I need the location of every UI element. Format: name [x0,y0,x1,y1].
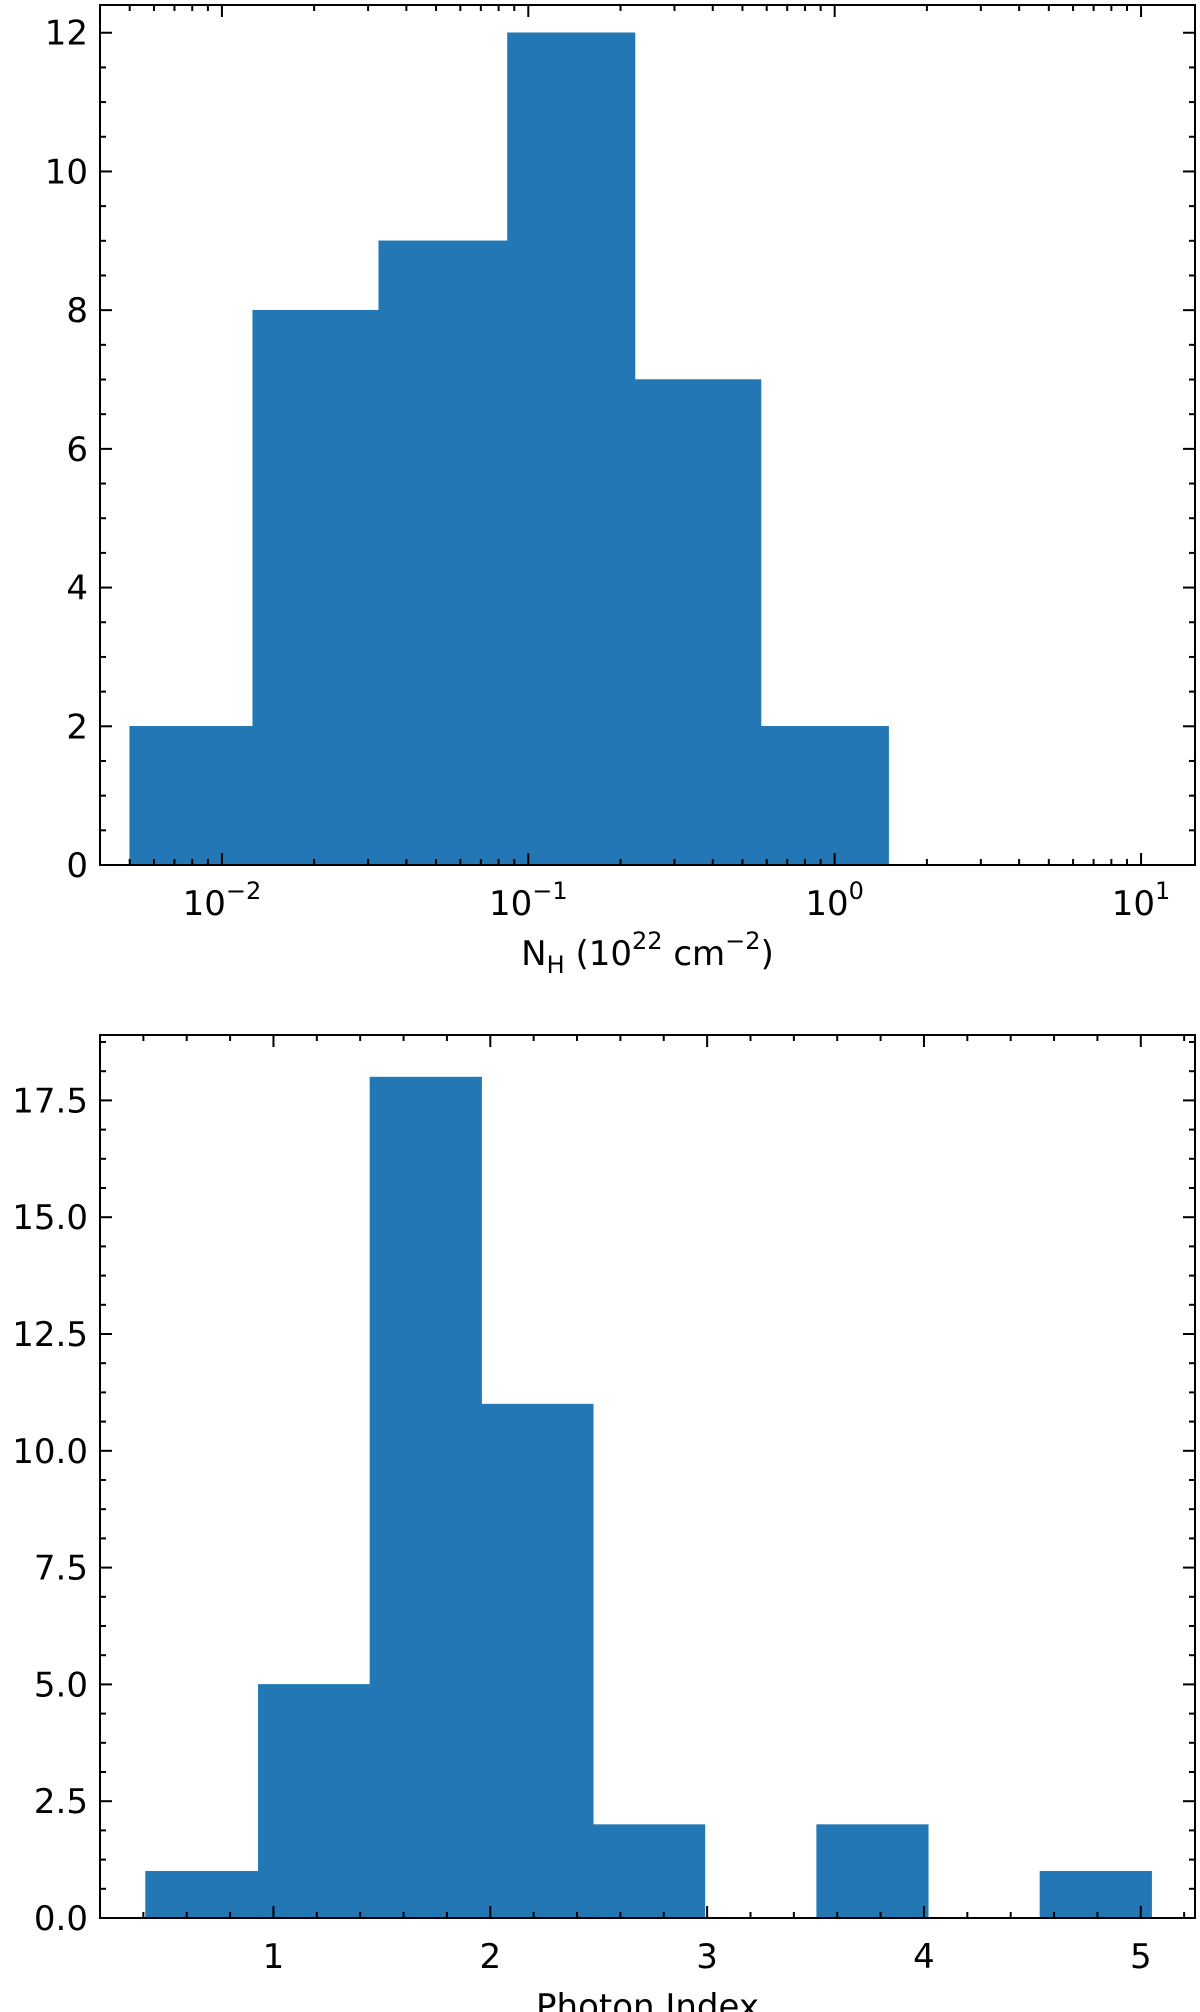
y-tick-label: 7.5 [34,1549,88,1589]
histogram-bar [378,240,508,866]
histogram-bar [369,1076,482,1919]
histogram-bar [816,1824,929,1919]
histogram-bar [145,1871,259,1919]
nh-histogram-panel: 0 2 4 6 8 10 12 10−2 10−1 100 101 NH (1022 cm−2) [45,4,1196,979]
y-tick-label: 12 [45,14,88,54]
y-tick-label: 2 [66,707,88,747]
plot-frame [99,1034,1196,1919]
x-tick-label: 1 [263,1937,285,1977]
y-tick-label: 10 [45,152,88,192]
y-tick-label: 8 [66,291,88,331]
y-tick-label: 5.0 [34,1665,88,1705]
histogram-bar [258,1684,371,1919]
y-tick-label: 6 [66,430,88,470]
y-tick-label: 0 [66,846,88,886]
y-tick-label: 0.0 [34,1899,88,1939]
plot-frame [99,4,1196,866]
y-tick-label: 2.5 [34,1782,88,1822]
histogram-bar [252,309,379,866]
y-tick-label: 17.5 [12,1081,88,1121]
histogram-bar [129,726,253,866]
x-tick-label: 10−2 [183,877,262,924]
x-tick-label: 3 [696,1937,718,1977]
photon-index-histogram-panel: 0.0 2.5 5.0 7.5 10.0 12.5 15.0 17.5 1 2 3 4 5 Photon … [12,1034,1196,2012]
y-tick-label: 15.0 [12,1198,88,1238]
y-tick-label: 4 [66,569,88,609]
y-tick-label: 12.5 [12,1315,88,1355]
histogram-bar [1039,1871,1152,1919]
histogram-bar [507,32,636,866]
x-tick-label: 5 [1130,1937,1152,1977]
x-axis-label: NH (1022 cm−2) [521,927,774,979]
x-tick-label: 2 [479,1937,501,1977]
histogram-bar [481,1403,594,1919]
histogram-bar [634,379,762,866]
x-axis-label: Photon Index [536,1987,759,2012]
y-tick-label: 10.0 [12,1432,88,1472]
x-tick-label: 10−1 [489,877,568,924]
histogram-bar [593,1824,706,1919]
histogram-bar [760,726,889,866]
x-tick-label: 100 [805,877,864,924]
x-tick-label: 101 [1112,877,1171,924]
x-tick-label: 4 [913,1937,935,1977]
